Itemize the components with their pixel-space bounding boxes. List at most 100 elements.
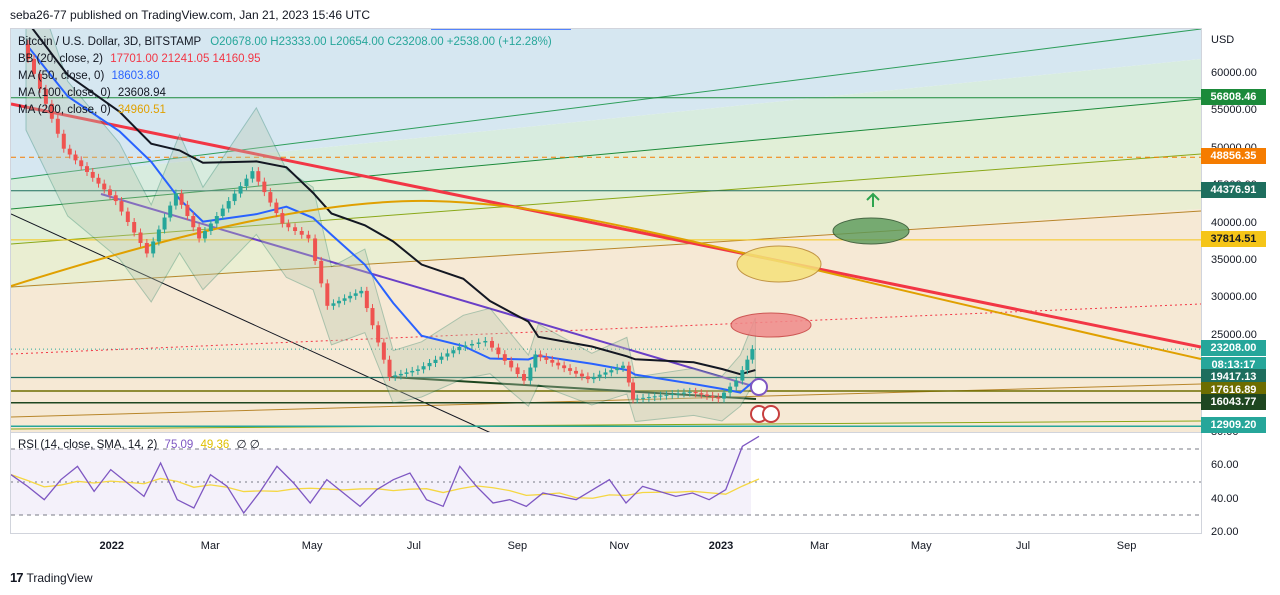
event-icon[interactable] xyxy=(750,378,768,396)
candle-body xyxy=(615,367,620,371)
candle-body xyxy=(521,374,526,381)
candle-body xyxy=(61,133,66,149)
us-flag-icon-2[interactable] xyxy=(762,405,780,423)
ma100-value: 23608.94 xyxy=(117,87,166,99)
candle-body xyxy=(364,290,369,309)
candle-body xyxy=(687,391,692,393)
candle-body xyxy=(445,353,450,357)
rsi-label[interactable]: RSI (14, close, SMA, 14, 2) xyxy=(18,439,158,451)
candle-body xyxy=(635,398,640,400)
rsi-pane[interactable] xyxy=(10,432,1202,534)
candle-body xyxy=(173,193,178,206)
candle-body xyxy=(144,242,149,254)
candle-body xyxy=(238,186,243,194)
candle-body xyxy=(574,370,579,374)
candle-body xyxy=(652,396,657,398)
candle-body xyxy=(113,195,118,202)
candle-body xyxy=(393,375,398,377)
candle-body xyxy=(404,372,409,374)
candle-body xyxy=(376,325,381,343)
yellow-target-ellipse xyxy=(736,245,822,283)
candle-body xyxy=(556,362,561,366)
legend-ma50-row[interactable]: MA (50, close, 0) 18603.80 xyxy=(18,68,552,85)
candle-body xyxy=(331,303,336,306)
time-axis[interactable]: 2022 Mar May Jul Sep Nov 2023 Mar May Jul Sep xyxy=(10,532,1200,562)
candle-body xyxy=(119,201,124,212)
price-tag[interactable]: 19417.13 xyxy=(1201,368,1266,385)
candle-body xyxy=(232,193,237,202)
candle-body xyxy=(562,365,567,369)
time-tick: Jul xyxy=(1016,540,1031,552)
candle-body xyxy=(55,118,60,134)
price-tag[interactable]: 44376.91 xyxy=(1201,181,1266,198)
candle-body xyxy=(102,183,107,190)
candle-body xyxy=(107,189,112,196)
bb-values: 17701.00 21241.05 14160.95 xyxy=(110,53,261,65)
legend-ma100-row[interactable]: MA (100, close, 0) 23608.94 xyxy=(18,85,552,102)
candle-body xyxy=(509,360,514,368)
candle-body xyxy=(609,370,614,373)
time-tick: 2022 xyxy=(99,540,125,552)
legend-bb-row[interactable]: BB (20, close, 2) 17701.00 21241.05 1416… xyxy=(18,51,552,68)
candle-body xyxy=(740,370,745,381)
candle-body xyxy=(67,148,72,155)
candle-body xyxy=(496,347,501,355)
rsi-legend: RSI (14, close, SMA, 14, 2) 75.09 49.36 … xyxy=(18,437,260,451)
price-tag[interactable]: 12909.20 xyxy=(1201,417,1266,434)
candle-body xyxy=(699,393,704,395)
green-target-ellipse xyxy=(832,217,910,245)
candle-body xyxy=(185,204,190,217)
time-tick: Mar xyxy=(200,540,220,552)
candle-body xyxy=(745,359,750,371)
candle-body xyxy=(410,370,415,373)
ohlc-values: O20678.00 H23333.00 L20654.00 C23208.00 … xyxy=(210,36,552,48)
symbol-label[interactable]: Bitcoin / U.S. Dollar, 3D, BITSTAMP xyxy=(18,36,201,48)
candle-body xyxy=(31,58,36,74)
time-tick: Sep xyxy=(507,540,528,552)
candle-body xyxy=(658,395,663,397)
price-tag[interactable]: 16043.77 xyxy=(1201,393,1266,410)
time-tick: May xyxy=(301,540,323,552)
candle-body xyxy=(125,211,130,223)
price-tag[interactable]: 23208.00 xyxy=(1201,340,1266,357)
price-tag[interactable]: 56808.46 xyxy=(1201,88,1266,105)
candle-body xyxy=(585,376,590,380)
candle-body xyxy=(693,391,698,394)
ma200-line xyxy=(11,199,1201,360)
time-tick: Mar xyxy=(809,540,829,552)
legend-ma200-row[interactable]: MA (200, close, 0) 34960.51 xyxy=(18,102,552,119)
candle-body xyxy=(603,372,608,375)
candle-body xyxy=(168,205,173,218)
tradingview-logo-icon: 17 xyxy=(10,570,24,585)
candle-body xyxy=(49,103,54,119)
red-target-ellipse xyxy=(730,312,812,338)
green-zone-2 xyxy=(11,99,1201,244)
candle-body xyxy=(191,216,196,228)
price-chart[interactable] xyxy=(10,28,1202,433)
candle-body xyxy=(621,365,626,368)
up-arrow-icon xyxy=(866,192,880,207)
candle-body xyxy=(250,171,255,179)
candle-body xyxy=(421,366,426,370)
candle-body xyxy=(490,340,495,348)
red-trend-line xyxy=(11,102,1201,349)
price-tag[interactable]: 48856.35 xyxy=(1201,148,1266,165)
price-tag[interactable]: 37814.51 xyxy=(1201,230,1266,247)
candle-body xyxy=(483,340,488,343)
footer-brand[interactable]: 17 TradingView xyxy=(10,570,93,585)
ma200-label: MA (200, close, 0) xyxy=(18,104,111,116)
candle-body xyxy=(528,367,533,381)
ma100-line xyxy=(31,29,756,376)
brand-name: TradingView xyxy=(26,570,93,585)
candle-body xyxy=(728,386,733,393)
candle-body xyxy=(84,166,89,172)
channel-line-6 xyxy=(11,420,1201,430)
rsi-value-2: 49.36 xyxy=(200,439,230,451)
ma50-line xyxy=(25,43,757,394)
candle-body xyxy=(138,232,143,243)
candle-body xyxy=(515,367,520,375)
candle-body xyxy=(457,346,462,351)
candle-body xyxy=(214,216,219,224)
price-tick: 30000.00 xyxy=(1211,291,1257,304)
black-channel-line xyxy=(11,213,492,433)
